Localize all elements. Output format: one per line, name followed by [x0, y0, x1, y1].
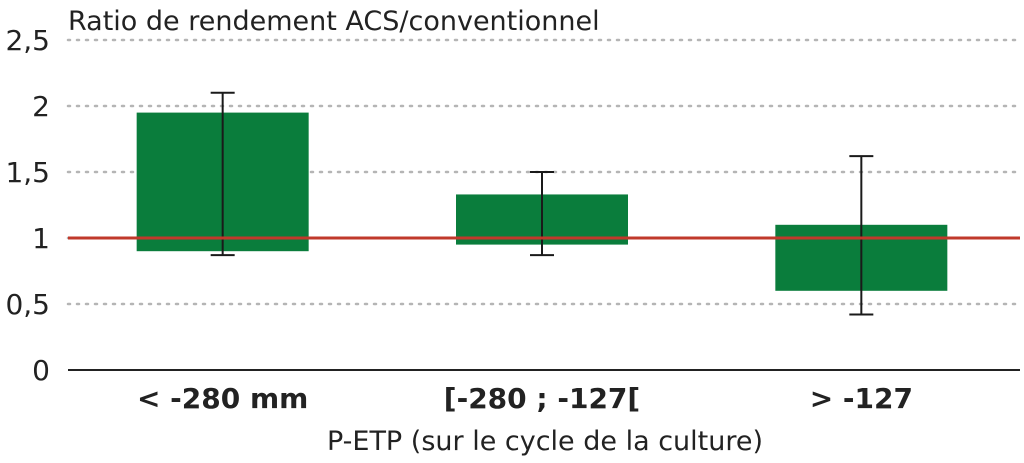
category-labels: < -280 mm [-280 ; -127[ > -127	[137, 382, 913, 415]
category-label: > -127	[810, 382, 913, 415]
y-tick-label: 1,5	[5, 156, 50, 189]
y-tick-label: 2	[32, 90, 50, 123]
category-label: [-280 ; -127[	[444, 382, 640, 415]
x-axis-label: P-ETP (sur le cycle de la culture)	[327, 426, 763, 457]
y-tick-label: 1	[32, 222, 50, 255]
y-tick-labels: 0 0,5 1 1,5 2 2,5	[5, 24, 50, 387]
category-label: < -280 mm	[137, 382, 308, 415]
y-tick-label: 0	[32, 354, 50, 387]
y-tick-label: 0,5	[5, 288, 50, 321]
y-tick-label: 2,5	[5, 24, 50, 57]
error-bars	[210, 91, 874, 316]
y-axis-label: Ratio de rendement ACS/conventionnel	[68, 6, 600, 37]
